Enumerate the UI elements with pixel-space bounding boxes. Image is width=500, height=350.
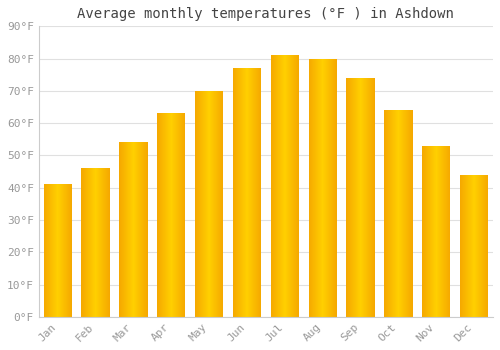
Title: Average monthly temperatures (°F ) in Ashdown: Average monthly temperatures (°F ) in As… bbox=[78, 7, 454, 21]
